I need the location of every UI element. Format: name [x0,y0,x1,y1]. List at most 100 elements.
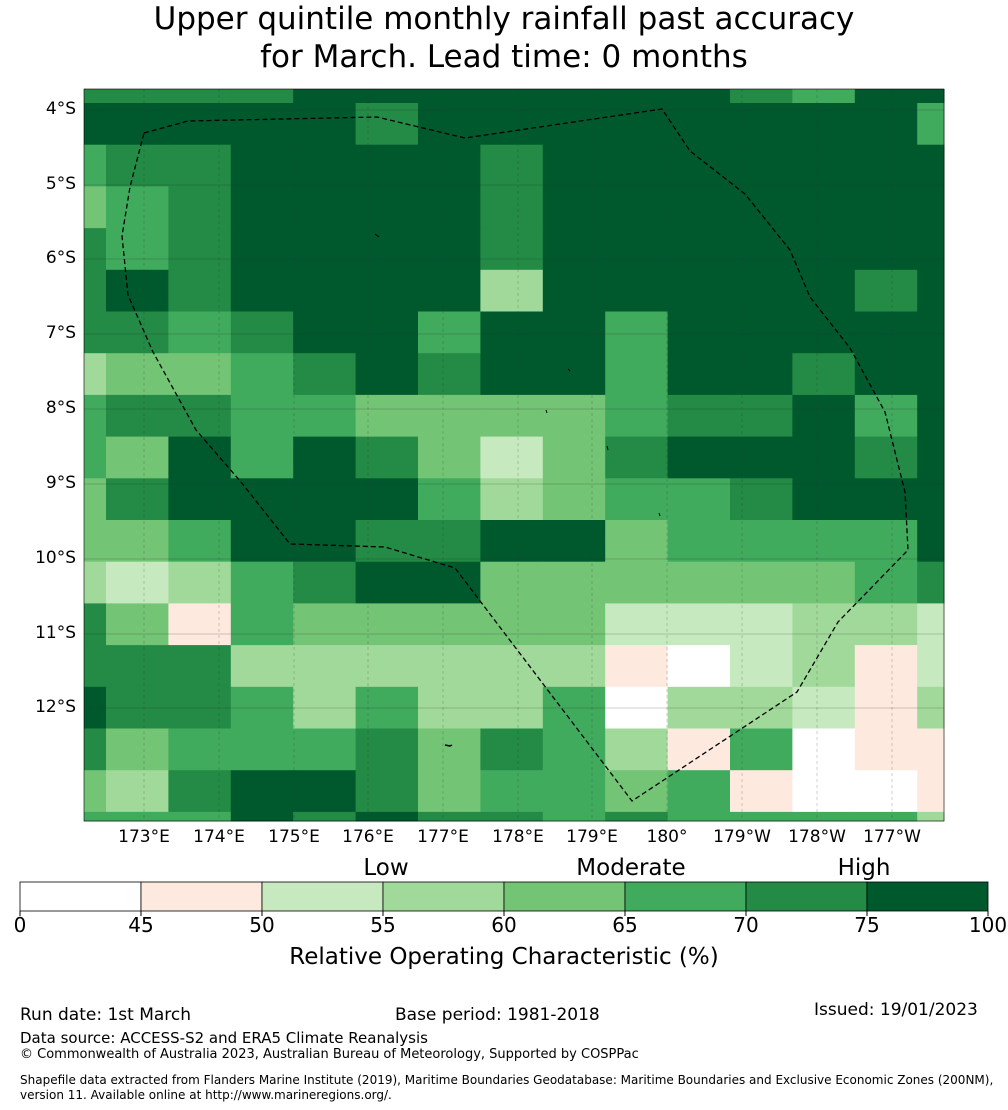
grid-cell [730,561,793,604]
grid-cell [230,811,294,822]
grid-cell [293,394,357,438]
grid-cell [168,561,232,604]
grid-cell [355,394,419,438]
grid-cell [293,103,357,146]
grid-cell [792,561,856,604]
grid-cell [792,436,856,479]
grid-cell [418,478,481,521]
grid-cell [854,478,918,521]
grid-cell [418,269,481,312]
grid-cell [418,770,481,813]
grid-cell [418,811,481,822]
grid-cell [230,394,294,438]
grid-cell [480,728,544,771]
grid-cell [230,520,294,563]
grid-cell [605,811,669,822]
grid-cell [230,103,294,146]
map-title-line1: Upper quintile monthly rainfall past acc… [153,1,855,37]
grid-cell [293,645,357,688]
grid-cell [730,811,793,822]
latitude-label: 7°S [45,323,76,343]
grid-cell [293,603,357,646]
grid-cell [730,186,793,229]
grid-cell [293,144,357,187]
grid-cell [355,520,419,563]
grid-cell [667,811,731,822]
grid-cell [106,436,169,479]
grid-cell [230,728,294,771]
grid-cell [293,520,357,563]
grid-cell [854,520,918,563]
grid-cell [293,478,357,521]
grid-cell [854,269,918,312]
grid-cell [355,89,419,104]
island-shape [658,512,661,517]
colorbar-tick-label: 45 [128,913,154,937]
grid-cell [418,603,481,646]
grid-cell [168,478,232,521]
grid-cell [84,103,107,146]
grid-cell [667,603,731,646]
category-low-label: Low [363,855,409,881]
run-date: Run date: 1st March [20,1005,192,1025]
grid-cell [730,645,793,688]
grid-cell [667,728,731,771]
grid-cell [730,311,793,354]
grid-cell [605,144,669,187]
grid-cell [854,770,918,813]
grid-cell [667,353,731,396]
colorbar-tick-label: 50 [249,913,275,937]
colorbar-segment [382,881,505,912]
grid-cell [605,436,669,479]
grid-cell [293,269,357,312]
grid-cell [293,228,357,271]
grid-cell [917,394,945,438]
grid-cell [605,269,669,312]
grid-cell [917,89,945,104]
grid-cell [106,728,169,771]
colorbar-tick-label: 60 [491,913,517,937]
grid-cell [168,144,232,187]
colorbar-title: Relative Operating Characteristic (%) [289,944,719,970]
grid-cell [230,770,294,813]
grid-cell [917,186,945,229]
grid-cell [480,645,544,688]
island-shape [545,409,548,414]
grid-cell [605,520,669,563]
grid-cell [168,228,232,271]
colorbar-tick-label: 65 [612,913,638,937]
grid-cell [106,144,169,187]
grid-cell [730,478,793,521]
grid-cell [84,520,107,563]
grid-cell [667,394,731,438]
grid-cell [667,478,731,521]
grid-cell [168,353,232,396]
grid-cell [917,144,945,187]
grid-cell [542,353,606,396]
grid-cell [792,811,856,822]
grid-cell [605,561,669,604]
grid-cell [106,603,169,646]
map-frame [83,88,945,822]
grid-cell [230,269,294,312]
eez-boundary [121,108,909,802]
grid-cell [84,436,107,479]
grid-cell [355,770,419,813]
colorbar [19,881,989,916]
grid-cell [667,186,731,229]
grid-cell [106,478,169,521]
grid-cell [917,269,945,312]
grid-cell [230,311,294,354]
grid-cell [792,144,856,187]
longitude-label: 178°W [788,827,846,847]
colorbar-tick-label: 100 [968,913,1008,937]
grid-cell [792,311,856,354]
grid-cell [542,269,606,312]
longitude-label: 180° [646,827,688,847]
grid-cell [168,269,232,312]
grid-cell [605,89,669,104]
longitude-label: 179°E [566,827,618,847]
grid-cell [854,311,918,354]
grid-cell [854,228,918,271]
grid-cell [605,394,669,438]
